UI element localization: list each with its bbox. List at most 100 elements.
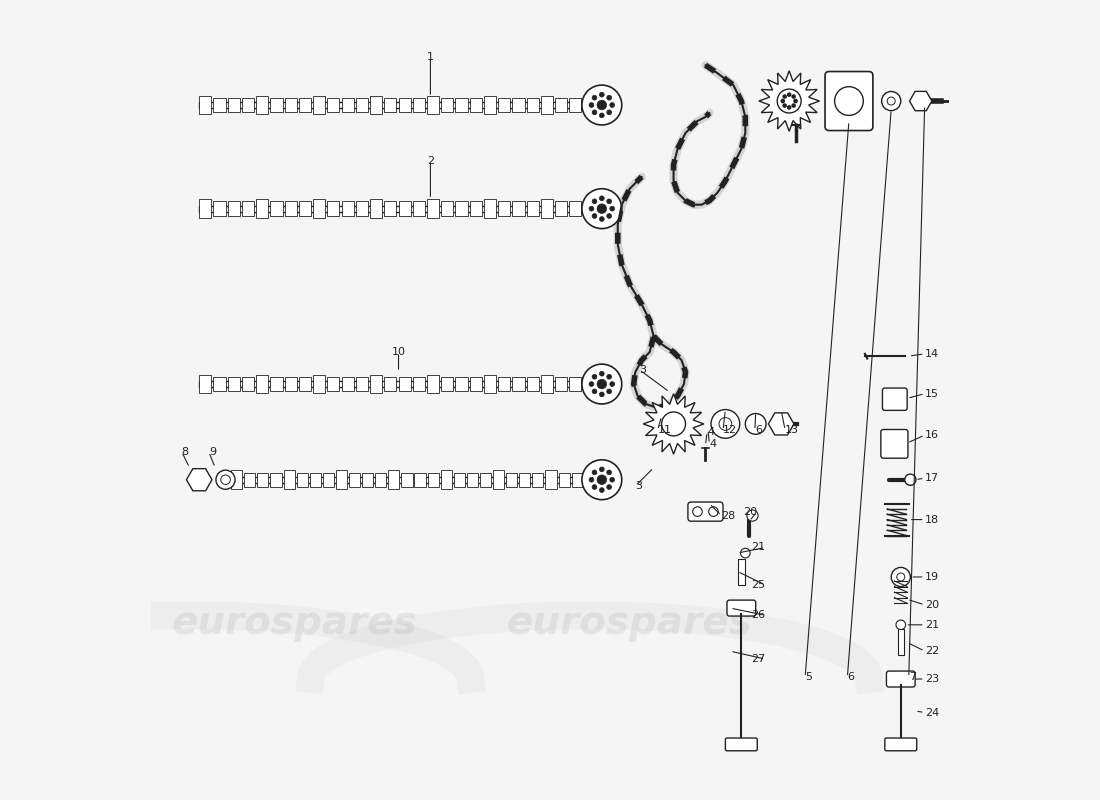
Text: 9: 9 (209, 447, 216, 457)
Circle shape (792, 104, 795, 107)
Bar (484, 96, 496, 114)
Bar (493, 470, 504, 489)
Bar (257, 473, 268, 487)
Circle shape (592, 199, 597, 204)
Bar (584, 98, 596, 112)
Polygon shape (644, 394, 704, 454)
Text: 28: 28 (722, 510, 736, 521)
Polygon shape (187, 469, 212, 490)
Bar (285, 98, 297, 112)
Bar (556, 98, 568, 112)
Bar (498, 377, 510, 391)
Bar (362, 473, 373, 487)
Text: 13: 13 (785, 426, 800, 435)
Circle shape (600, 217, 604, 222)
Bar (527, 98, 539, 112)
Circle shape (582, 364, 621, 404)
Text: eurospares: eurospares (172, 604, 418, 642)
Bar (299, 202, 311, 216)
Circle shape (600, 113, 604, 118)
Bar (231, 477, 597, 482)
Bar (328, 202, 340, 216)
Text: 24: 24 (925, 707, 939, 718)
Bar (384, 98, 396, 112)
Circle shape (609, 478, 615, 482)
Bar (370, 199, 382, 218)
Bar (213, 377, 226, 391)
Circle shape (781, 99, 784, 102)
Bar (328, 98, 340, 112)
Bar (244, 473, 255, 487)
Bar (213, 98, 226, 112)
Bar (441, 202, 453, 216)
Bar (342, 202, 354, 216)
FancyBboxPatch shape (882, 388, 908, 410)
Bar (584, 202, 596, 216)
Polygon shape (769, 413, 794, 435)
Circle shape (609, 206, 615, 211)
Bar (484, 374, 496, 394)
Circle shape (590, 206, 594, 211)
Bar (199, 206, 597, 211)
Circle shape (607, 485, 612, 490)
Circle shape (896, 620, 905, 630)
Bar (271, 377, 283, 391)
Bar (519, 473, 530, 487)
Bar (470, 377, 482, 391)
Bar (455, 377, 468, 391)
FancyBboxPatch shape (688, 502, 723, 521)
Bar (310, 473, 321, 487)
Circle shape (905, 474, 916, 486)
Bar (412, 98, 425, 112)
Bar (370, 374, 382, 394)
Circle shape (597, 100, 606, 110)
Circle shape (597, 204, 606, 214)
Text: 8: 8 (182, 447, 189, 457)
Text: 14: 14 (925, 349, 938, 358)
Bar (213, 202, 226, 216)
Text: 10: 10 (392, 347, 406, 357)
Circle shape (609, 382, 615, 386)
Circle shape (221, 475, 230, 485)
Circle shape (600, 392, 604, 397)
Circle shape (592, 470, 597, 474)
Bar (470, 202, 482, 216)
Circle shape (607, 470, 612, 474)
Bar (342, 377, 354, 391)
Circle shape (896, 573, 905, 581)
Bar (527, 202, 539, 216)
Circle shape (597, 379, 606, 389)
Circle shape (592, 110, 597, 114)
Circle shape (600, 196, 604, 201)
Circle shape (597, 475, 606, 485)
Circle shape (708, 507, 718, 516)
Bar (370, 96, 382, 114)
Bar (342, 98, 354, 112)
Text: 4: 4 (707, 427, 714, 437)
Bar (428, 473, 439, 487)
Bar (584, 377, 596, 391)
Text: 27: 27 (751, 654, 766, 664)
Bar (388, 470, 399, 489)
Text: 21: 21 (751, 542, 766, 553)
Text: 11: 11 (658, 426, 672, 435)
Bar (199, 374, 211, 394)
Bar (427, 199, 439, 218)
Text: eurospares: eurospares (507, 604, 752, 642)
Bar (199, 96, 211, 114)
Bar (506, 473, 517, 487)
Circle shape (719, 418, 732, 430)
Bar (228, 377, 240, 391)
Bar (256, 96, 268, 114)
Bar (570, 377, 582, 391)
Circle shape (590, 102, 594, 107)
Circle shape (216, 470, 235, 490)
Text: 4: 4 (710, 439, 716, 449)
Bar (284, 470, 295, 489)
Circle shape (592, 374, 597, 379)
Bar (484, 199, 496, 218)
Bar (398, 377, 410, 391)
Circle shape (693, 507, 702, 516)
Circle shape (607, 389, 612, 394)
Bar (498, 202, 510, 216)
